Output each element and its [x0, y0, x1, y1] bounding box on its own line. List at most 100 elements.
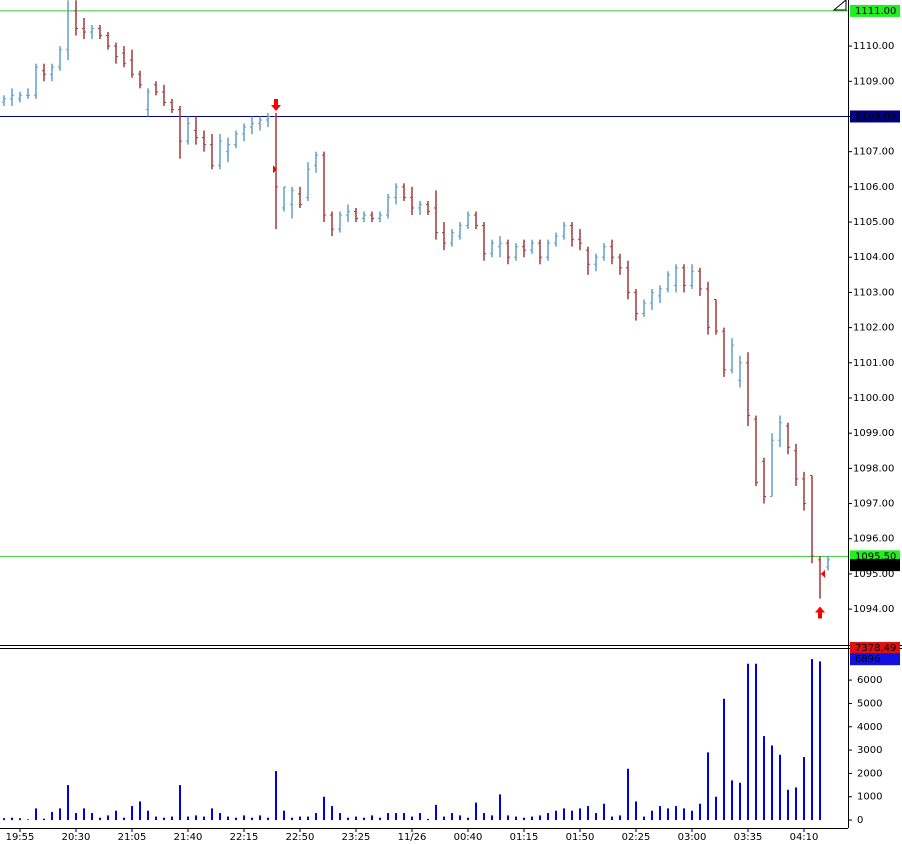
volume-bar: [579, 808, 581, 821]
y-tick-label: 1097.00: [853, 499, 894, 510]
volume-bar: [259, 815, 261, 821]
volume-bar: [731, 780, 733, 821]
volume-bar: [19, 818, 21, 821]
volume-bar: [611, 816, 613, 821]
volume-bar: [323, 796, 325, 821]
volume-bar: [459, 815, 461, 821]
volume-bar: [475, 802, 477, 821]
y-tick-label: 6000: [857, 675, 882, 686]
y-tick-label: 1098.00: [853, 463, 894, 474]
volume-bar: [91, 813, 93, 821]
y-tick-label: 1094.00: [853, 604, 894, 615]
volume-bar: [179, 785, 181, 821]
volume-bar: [107, 815, 109, 821]
volume-bar: [451, 813, 453, 821]
volume-bar: [395, 813, 397, 821]
volume-bar: [355, 816, 357, 821]
volume-bar: [307, 816, 309, 821]
y-tick-label: 1000: [857, 792, 882, 803]
volume-bar: [235, 817, 237, 821]
x-tick-label: 21:05: [118, 832, 147, 843]
x-tick-label: 22:15: [230, 832, 259, 843]
volume-bar: [187, 816, 189, 821]
volume-bar: [667, 808, 669, 821]
x-tick-label: 03:00: [678, 832, 707, 843]
level-tag-label: 1095.50: [855, 551, 896, 562]
volume-bar: [219, 813, 221, 821]
volume-bar: [339, 813, 341, 821]
x-tick-label: 23:25: [342, 832, 371, 843]
volume-bar: [723, 698, 725, 821]
y-tick-label: 4000: [857, 722, 882, 733]
y-tick-label: 2000: [857, 768, 882, 779]
y-tick-label: 1096.00: [853, 534, 894, 545]
y-tick-label: 1103.00: [853, 287, 894, 298]
volume-bar: [43, 818, 45, 821]
sell-arrow: [271, 98, 281, 111]
volume-bar: [539, 815, 541, 821]
volume-bar: [283, 810, 285, 821]
volume-bar: [131, 806, 133, 821]
volume-bar: [491, 815, 493, 821]
x-tick-label: 21:40: [174, 832, 203, 843]
volume-bar: [619, 815, 621, 821]
volume-bar: [99, 817, 101, 821]
volume-bar: [115, 810, 117, 821]
volume-bar: [419, 813, 421, 821]
y-tick-label: 1106.00: [853, 182, 894, 193]
y-tick-label: 1105.00: [853, 217, 894, 228]
y-tick-label: 0: [857, 815, 863, 826]
volume-bar: [763, 736, 765, 821]
value-tag-label: 6896: [855, 654, 880, 665]
volume-bar: [555, 810, 557, 821]
volume-bar: [411, 816, 413, 821]
level-tag: [850, 110, 900, 123]
volume-bar: [123, 817, 125, 821]
y-tick-label: 1101.00: [853, 358, 894, 369]
volume-bar: [51, 811, 53, 821]
volume-bar: [203, 816, 205, 821]
volume-bar: [331, 806, 333, 821]
volume-bar: [11, 817, 13, 821]
volume-bar: [147, 810, 149, 821]
volume-bar: [59, 808, 61, 821]
x-tick-label: 01:50: [566, 832, 595, 843]
y-tick-label: 1109.00: [853, 76, 894, 87]
x-tick-label: 01:15: [510, 832, 539, 843]
exit-marker: [821, 569, 825, 578]
volume-bar: [291, 817, 293, 821]
x-tick-label: 02:25: [622, 832, 651, 843]
y-tick-label: 1110.00: [853, 41, 894, 52]
volume-bar: [27, 819, 29, 821]
volume-bar: [435, 804, 437, 821]
volume-bar: [315, 813, 317, 821]
volume-bar: [195, 815, 197, 821]
volume-bar: [499, 794, 501, 821]
volume-bar: [739, 782, 741, 821]
volume-bar: [595, 813, 597, 821]
y-tick-label: 1095.00: [853, 569, 894, 580]
volume-bar: [779, 754, 781, 821]
x-tick-label: 03:35: [734, 832, 763, 843]
volume-bar: [587, 806, 589, 821]
volume-bar: [467, 817, 469, 821]
volume-bar: [747, 663, 749, 821]
volume-bar: [699, 803, 701, 821]
volume-bar: [507, 815, 509, 821]
volume-bar: [675, 806, 677, 821]
volume-bar: [363, 817, 365, 821]
volume-bar: [627, 768, 629, 821]
volume-bar: [267, 817, 269, 821]
volume-bar: [707, 752, 709, 821]
value-tag-label: 7378.49: [855, 643, 896, 654]
volume-bar: [275, 771, 277, 821]
x-tick-label: 11/26: [398, 832, 427, 843]
y-tick-label: 1107.00: [853, 147, 894, 158]
value-tag: [850, 641, 900, 654]
volume-bar: [251, 817, 253, 821]
level-tag-label: 1111.00: [855, 6, 896, 17]
volume-bar: [163, 817, 165, 821]
volume-bar: [75, 813, 77, 821]
